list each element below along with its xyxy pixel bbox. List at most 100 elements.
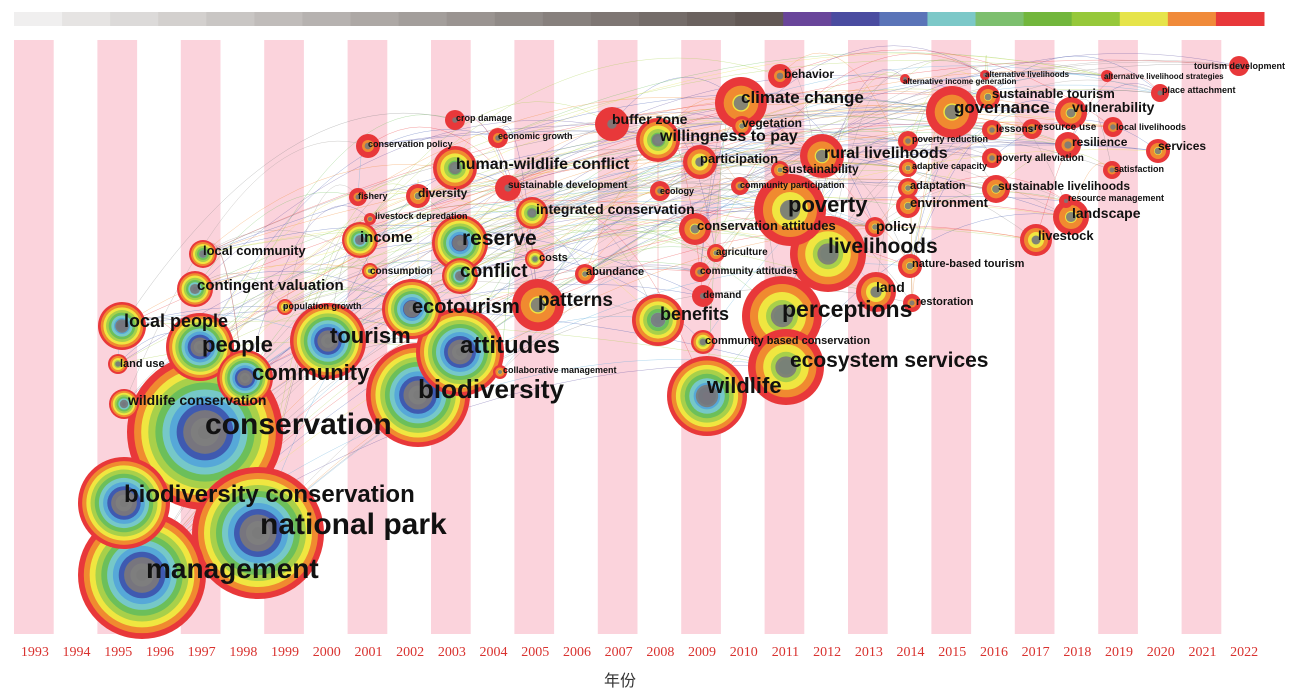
node-governance[interactable] <box>926 86 978 138</box>
co-occurrence-link <box>244 199 1072 379</box>
node-integrated-conservation[interactable] <box>516 197 548 229</box>
co-occurrence-link <box>827 74 906 255</box>
node-ecosystem-services[interactable] <box>748 329 824 405</box>
node-consumption[interactable] <box>362 263 378 279</box>
node-participation[interactable] <box>683 145 717 179</box>
node-core <box>1154 147 1162 155</box>
node-adaptation[interactable] <box>898 178 918 198</box>
node-sustainability[interactable] <box>771 161 789 179</box>
node-community-participation[interactable] <box>731 177 749 195</box>
node-willingness-to-pay[interactable] <box>636 118 680 162</box>
node-crop-damage[interactable] <box>445 110 465 130</box>
node-conservation[interactable] <box>127 354 283 510</box>
node-alternative-livelihood-strategies[interactable] <box>1101 70 1113 82</box>
node-core <box>364 142 372 150</box>
node-ecology[interactable] <box>650 181 670 201</box>
node-human-wildlife-conflict[interactable] <box>433 146 477 190</box>
keyword-label: land <box>876 279 905 295</box>
node-core <box>1110 124 1116 130</box>
node-conservation-attitudes[interactable] <box>679 213 711 245</box>
node-buffer-zone[interactable] <box>595 107 629 141</box>
node-poverty-reduction[interactable] <box>898 131 918 151</box>
keyword-label: contingent valuation <box>197 277 344 294</box>
node-alternative-income-generation[interactable] <box>900 74 910 84</box>
node-behavior[interactable] <box>768 64 792 88</box>
node-agriculture[interactable] <box>707 244 725 262</box>
node-tourism[interactable] <box>290 303 366 379</box>
node-satisfaction[interactable] <box>1103 161 1121 179</box>
node-national-park[interactable] <box>192 467 324 599</box>
node-sustainable-livelihoods[interactable] <box>982 175 1010 203</box>
node-economic-growth[interactable] <box>488 128 508 148</box>
node-livestock[interactable] <box>1020 224 1052 256</box>
node-livestock-depredation[interactable] <box>364 213 376 225</box>
node-vegetation[interactable] <box>732 116 752 136</box>
node-contingent-valuation[interactable] <box>177 271 213 307</box>
node-collaborative-management[interactable] <box>493 365 507 379</box>
node-alternative-livelihoods[interactable] <box>980 70 990 80</box>
node-core <box>989 127 995 133</box>
node-biodiversity-conservation[interactable] <box>78 457 170 549</box>
node-abundance[interactable] <box>575 264 595 284</box>
node-reserve[interactable] <box>432 215 488 271</box>
node-land-use[interactable] <box>108 354 128 374</box>
node-people[interactable] <box>166 313 234 381</box>
node-income[interactable] <box>342 222 378 258</box>
node-sustainable-development[interactable] <box>495 175 521 201</box>
node-ecotourism[interactable] <box>382 279 442 339</box>
node-community-attitudes[interactable] <box>690 262 710 282</box>
keyword-label: sustainable livelihoods <box>998 179 1130 193</box>
co-occurrence-link <box>459 163 661 244</box>
node-vulnerability[interactable] <box>1055 97 1087 129</box>
node-population-growth[interactable] <box>277 299 293 315</box>
node-resource-use[interactable] <box>1022 119 1042 139</box>
node-resource-management[interactable] <box>1059 194 1073 208</box>
node-patterns[interactable] <box>512 279 564 331</box>
node-sustainable-tourism[interactable] <box>976 85 1000 109</box>
year-label: 2010 <box>730 645 758 660</box>
node-fishery[interactable] <box>349 188 367 206</box>
node-nature-based-tourism[interactable] <box>898 254 922 278</box>
node-poverty[interactable] <box>754 174 826 246</box>
legend-swatch <box>639 12 688 26</box>
keyword-label: ecosystem services <box>790 349 989 372</box>
node-conservation-policy[interactable] <box>356 134 380 158</box>
node-core <box>1236 63 1242 69</box>
node-tourism-development[interactable] <box>1229 56 1249 76</box>
node-services[interactable] <box>1146 139 1170 163</box>
node-resilience[interactable] <box>1055 132 1081 158</box>
node-land[interactable] <box>856 272 896 312</box>
keyword-label: conservation attitudes <box>697 218 836 233</box>
node-local-community[interactable] <box>189 240 217 268</box>
node-poverty-alleviation[interactable] <box>982 148 1002 168</box>
node-attitudes[interactable] <box>416 308 504 396</box>
co-occurrence-link <box>357 97 742 198</box>
node-benefits[interactable] <box>632 294 684 346</box>
node-policy[interactable] <box>865 217 885 237</box>
keyword-label: poverty alleviation <box>996 153 1084 164</box>
node-climate-change[interactable] <box>715 77 767 129</box>
node-rural-livelihoods[interactable] <box>800 134 844 178</box>
legend-swatch <box>350 12 400 26</box>
node-wildlife-conservation[interactable] <box>109 389 139 419</box>
node-lessons[interactable] <box>982 120 1002 140</box>
node-community-based-conservation[interactable] <box>691 330 715 354</box>
node-wildlife[interactable] <box>667 356 747 436</box>
node-place-attachment[interactable] <box>1151 84 1169 102</box>
node-management[interactable] <box>78 511 206 639</box>
keyword-label: satisfaction <box>1114 164 1164 174</box>
node-adaptive-capacity[interactable] <box>899 159 917 177</box>
node-restoration[interactable] <box>903 294 921 312</box>
node-local-livelihoods[interactable] <box>1103 117 1123 137</box>
node-costs[interactable] <box>525 249 545 269</box>
node-conflict[interactable] <box>442 258 478 294</box>
node-core <box>282 304 288 310</box>
node-local-people[interactable] <box>98 302 146 350</box>
node-demand[interactable] <box>692 285 714 307</box>
node-diversity[interactable] <box>406 184 430 208</box>
node-core <box>1157 90 1163 96</box>
keyword-label: fishery <box>358 191 388 201</box>
node-landscape[interactable] <box>1053 199 1089 235</box>
node-environment[interactable] <box>896 194 920 218</box>
node-community[interactable] <box>217 350 273 406</box>
